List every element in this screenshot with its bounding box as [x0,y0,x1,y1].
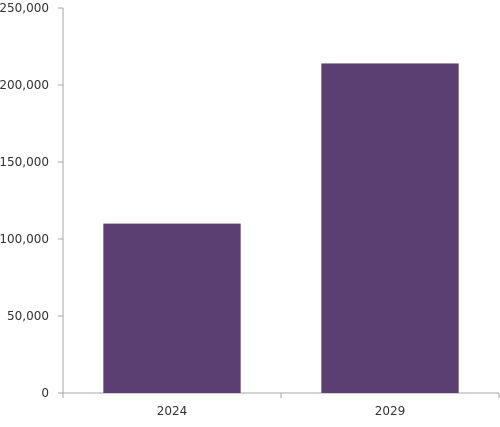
y-tick-label: 250,000 [0,1,49,15]
bar-2029 [321,63,459,393]
y-tick-label: 0 [41,386,49,400]
x-tick-label: 2029 [375,404,406,418]
y-tick-label: 50,000 [7,309,49,323]
y-tick-label: 100,000 [0,232,49,246]
y-axis: 0 50,000 100,000 150,000 200,000 250,000 [0,1,64,400]
y-tick-label: 200,000 [0,78,49,92]
bars [103,63,459,393]
y-tick-label: 150,000 [0,155,49,169]
x-axis: 2024 2029 [62,392,500,418]
x-tick-label: 2024 [157,404,188,418]
bar-2024 [103,223,241,393]
